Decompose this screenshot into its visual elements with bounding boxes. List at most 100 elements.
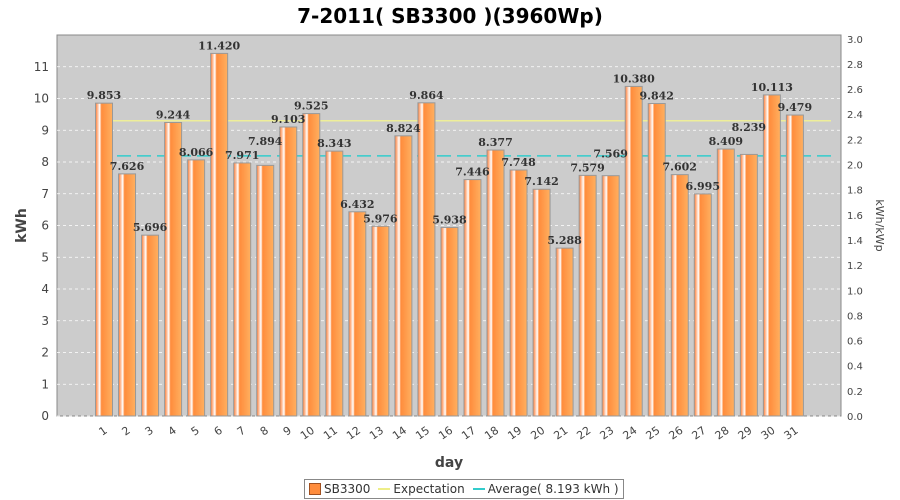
bar — [233, 162, 252, 417]
data-label: 7.569 — [593, 147, 627, 160]
y2-tick-label: 0.4 — [847, 362, 863, 373]
x-tick-label: 2 — [120, 424, 133, 439]
bar — [762, 94, 781, 417]
x-tick-label: 5 — [189, 424, 202, 439]
bar — [463, 179, 482, 417]
x-tick-label: 22 — [574, 424, 593, 443]
legend-label: Average( 8.193 kWh ) — [487, 482, 619, 496]
data-label: 6.432 — [340, 198, 374, 211]
bar — [348, 211, 367, 417]
y-tick-label: 7 — [41, 187, 49, 201]
y2-tick-label: 2.0 — [847, 161, 863, 172]
x-tick-label: 23 — [597, 424, 616, 443]
data-label: 9.864 — [409, 89, 444, 102]
y2-tick-label: 3.0 — [847, 35, 863, 46]
x-tick-label: 31 — [782, 424, 801, 443]
data-label: 9.479 — [778, 101, 812, 114]
bar — [532, 188, 551, 417]
data-label: 7.748 — [501, 156, 536, 169]
y2-tick-label: 0.2 — [847, 387, 863, 398]
bar — [210, 52, 229, 417]
bar — [95, 102, 113, 417]
data-label: 11.420 — [198, 39, 240, 52]
data-label: 8.409 — [709, 135, 743, 148]
x-tick-label: 16 — [436, 424, 455, 443]
x-tick-label: 30 — [759, 424, 778, 443]
y2-tick-label: 1.4 — [847, 236, 863, 247]
x-tick-label: 11 — [321, 424, 340, 443]
y-axis-label: kWh — [14, 208, 30, 243]
bar — [394, 135, 413, 417]
x-tick-label: 25 — [644, 424, 663, 443]
bar — [164, 122, 183, 417]
bar — [141, 234, 160, 417]
x-tick-label: 10 — [298, 424, 317, 443]
x-tick-label: 28 — [713, 424, 732, 443]
y-tick-label: 8 — [41, 155, 49, 169]
chart-title: 7-2011( SB3300 )(3960Wp) — [297, 4, 603, 28]
x-tick-label: 18 — [482, 424, 501, 443]
y2-tick-label: 1.0 — [847, 286, 863, 297]
x-tick-label: 9 — [281, 424, 294, 439]
data-label: 9.244 — [156, 109, 191, 122]
y-tick-label: 2 — [41, 346, 49, 360]
data-label: 5.696 — [133, 221, 168, 234]
data-label: 10.380 — [613, 72, 655, 85]
data-label: 7.602 — [663, 161, 697, 174]
legend: SB3300 Expectation Average( 8.193 kWh ) — [304, 479, 624, 499]
bar — [187, 159, 206, 417]
bar — [578, 174, 597, 417]
data-label: 7.894 — [248, 135, 283, 148]
legend-label: SB3300 — [324, 482, 371, 496]
y2-tick-label: 2.8 — [847, 60, 863, 71]
x-tick-label: 8 — [258, 424, 271, 439]
bar — [302, 113, 321, 417]
data-label: 9.842 — [639, 90, 673, 103]
x-tick-label: 19 — [505, 424, 524, 443]
bar — [509, 169, 528, 417]
data-label: 8.066 — [179, 146, 214, 159]
y2-axis-label: kWh/kWp — [873, 199, 886, 251]
y-tick-label: 0 — [41, 409, 49, 423]
x-tick-label: 6 — [212, 424, 225, 439]
y-tick-label: 6 — [41, 219, 49, 233]
y-tick-label: 5 — [41, 250, 49, 264]
y-tick-label: 3 — [41, 314, 49, 328]
data-label: 9.525 — [294, 100, 328, 113]
bar — [325, 150, 344, 417]
bar — [647, 103, 666, 417]
bar — [417, 102, 436, 417]
data-label: 7.626 — [110, 160, 145, 173]
x-tick-label: 14 — [390, 424, 409, 443]
data-label: 5.976 — [363, 212, 398, 225]
data-label: 5.938 — [432, 213, 467, 226]
data-label: 7.579 — [570, 161, 604, 174]
y2-tick-label: 2.6 — [847, 85, 863, 96]
legend-label: Expectation — [393, 482, 465, 496]
legend-item-expectation: Expectation — [378, 482, 465, 496]
y2-tick-label: 0.6 — [847, 337, 863, 348]
y2-tick-label: 0.0 — [847, 412, 863, 423]
y-tick-label: 4 — [41, 282, 49, 296]
y2-tick-label: 2.4 — [847, 110, 863, 121]
bar — [739, 153, 758, 417]
x-tick-label: 21 — [551, 424, 570, 443]
x-tick-label: 24 — [620, 424, 639, 443]
y-tick-label: 11 — [34, 60, 49, 74]
legend-item-average: Average( 8.193 kWh ) — [472, 482, 619, 496]
data-label: 8.239 — [732, 121, 766, 134]
data-label: 9.853 — [87, 89, 121, 102]
data-label: 7.971 — [225, 149, 259, 162]
bar — [371, 225, 390, 417]
x-tick-label: 20 — [528, 424, 547, 443]
bar — [716, 148, 735, 417]
y2-tick-label: 1.2 — [847, 261, 863, 272]
data-label: 6.995 — [686, 180, 720, 193]
y-tick-label: 1 — [41, 377, 49, 391]
bar — [785, 114, 804, 417]
x-tick-label: 29 — [736, 424, 755, 443]
x-tick-label: 27 — [690, 424, 709, 443]
x-tick-label: 1 — [97, 424, 110, 439]
x-tick-label: 15 — [413, 424, 432, 443]
